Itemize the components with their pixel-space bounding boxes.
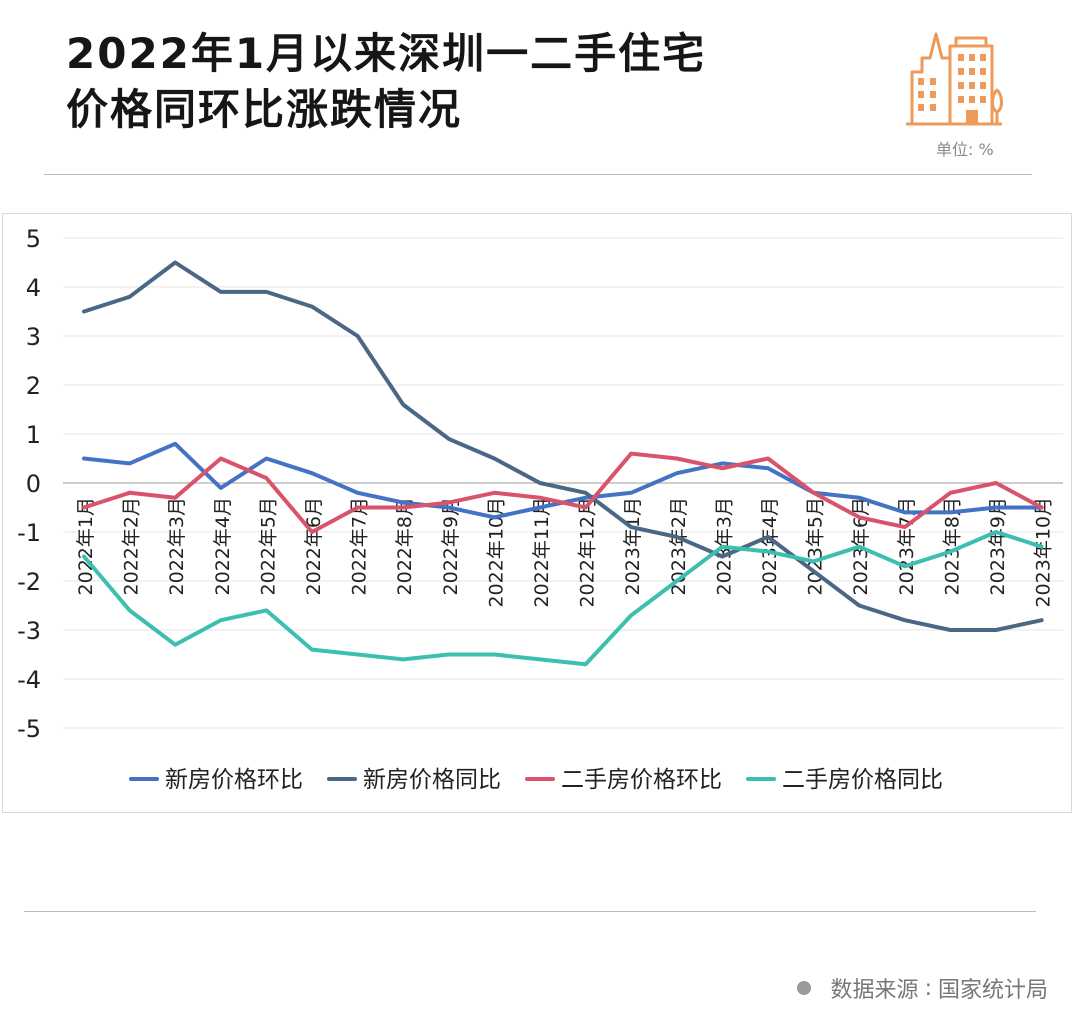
x-tick-label: 2023年2月: [668, 497, 690, 595]
legend-label: 二手房价格环比: [561, 767, 722, 793]
series-line: [82, 530, 1044, 667]
y-tick-label: -4: [17, 666, 41, 694]
source-dot-icon: [796, 981, 811, 995]
x-tick-label: 2023年9月: [987, 497, 1009, 595]
series-line: [82, 260, 1044, 632]
x-tick-label: 2022年7月: [349, 497, 371, 595]
x-tick-label: 2023年10月: [1033, 497, 1055, 608]
chart-area: 5 4 3 2 1 0 -1 -2 -3 -4 -5 2022年1月 2022年2月 2022年3月 202…: [2, 213, 1072, 813]
x-tick-label: 2022年2月: [121, 497, 143, 595]
line-chart: 5 4 3 2 1 0 -1 -2 -3 -4 -5 2022年1月 2022年2月 2022年3月 202…: [17, 225, 1063, 793]
x-tick-label: 2023年1月: [622, 497, 644, 595]
x-tick-label: 2023年8月: [941, 497, 963, 595]
x-tick-label: 2022年5月: [257, 497, 279, 595]
y-tick-label: 3: [26, 323, 41, 351]
building-icon: [906, 32, 1003, 126]
x-tick-label: 2022年12月: [577, 497, 599, 608]
legend-label: 新房价格同比: [363, 767, 501, 793]
y-tick-label: -3: [17, 617, 41, 645]
x-tick-label: 2022年1月: [75, 497, 97, 595]
legend-label: 新房价格环比: [165, 767, 303, 793]
y-tick-label: 2: [26, 372, 41, 400]
title-line-2: 价格同环比涨跌情况: [66, 85, 463, 134]
top-divider: [44, 174, 1032, 175]
unit-label: 单位: %: [936, 140, 994, 159]
x-tick-label: 2022年11月: [531, 497, 553, 608]
x-tick-label: 2022年9月: [440, 497, 462, 595]
chart-title: 2022年1月以来深圳一二手住宅 价格同环比涨跌情况: [66, 26, 706, 138]
bottom-divider: [24, 911, 1036, 912]
x-tick-label: 2022年8月: [394, 497, 416, 595]
title-line-1: 2022年1月以来深圳一二手住宅: [66, 29, 707, 78]
y-tick-label: -1: [17, 519, 41, 547]
y-tick-label: 4: [26, 274, 41, 302]
series-line: [82, 451, 1044, 534]
y-tick-label: 5: [26, 225, 41, 253]
y-tick-label: -2: [17, 568, 41, 596]
x-tick-label: 2022年3月: [166, 497, 188, 595]
x-tick-label: 2022年10月: [485, 497, 507, 608]
y-tick-label: -5: [17, 715, 41, 743]
y-tick-label: 1: [26, 421, 41, 449]
source-note: 数据来源 : 国家统计局: [796, 972, 1048, 1004]
x-tick-label: 2022年6月: [303, 497, 325, 595]
source-value: 国家统计局: [937, 978, 1048, 1003]
x-tick-label: 2022年4月: [212, 497, 234, 595]
source-label: 数据来源: [830, 978, 919, 1003]
x-tick-label: 2023年4月: [759, 497, 781, 595]
y-tick-label: 0: [26, 470, 41, 498]
legend-label: 二手房价格同比: [782, 767, 943, 793]
source-separator: :: [924, 975, 932, 1001]
